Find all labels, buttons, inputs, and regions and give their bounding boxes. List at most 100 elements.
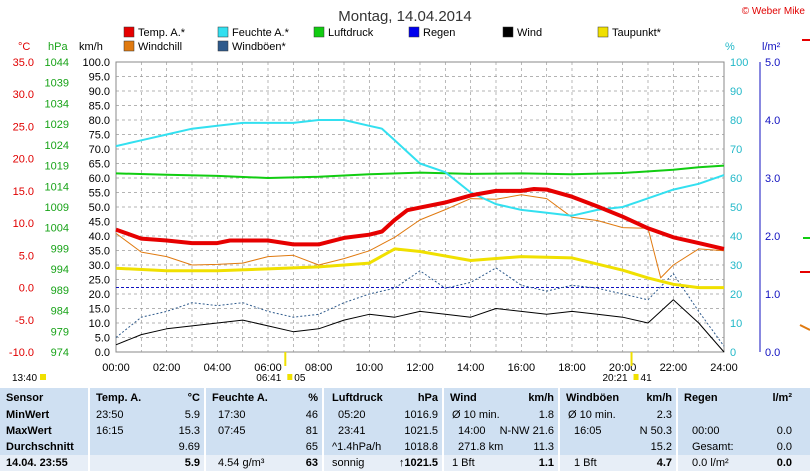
wind-avg-label: Ø 10 min. (452, 409, 500, 421)
feuchte-unit: % (308, 392, 318, 404)
kmh-tick: 75.0 (89, 130, 110, 142)
hpa-tick: 974 (51, 347, 69, 359)
series-line-feuchtea (115, 119, 725, 217)
boeen-unit: km/h (646, 392, 672, 404)
current-label: 14.04. 23:55 (6, 457, 68, 469)
feuchte-avg-value: 65 (305, 441, 318, 453)
hpa-tick: 1014 (45, 181, 69, 193)
boeen-bft: 1 Bft (574, 457, 597, 469)
boeen-mean-value: 15.2 (650, 441, 672, 453)
legend-label: Windböen* (232, 41, 287, 53)
rain-tick: 3.0 (765, 173, 780, 185)
feuchte-abs-humidity: 4.54 g/m³ (218, 457, 265, 469)
luftdruck-avg-value: 1018.8 (404, 441, 438, 453)
luftdruck-column: Luftdruck hPa 05:20 1016.9 23:41 1021.5 … (322, 388, 444, 471)
legend-label: Taupunkt* (612, 27, 662, 39)
pct-tick: 80 (730, 115, 742, 127)
temp-tick: 35.0 (13, 57, 34, 69)
luftdruck-forecast: sonnig (332, 457, 365, 469)
kmh-tick: 50.0 (89, 202, 110, 214)
hpa-tick: 1044 (45, 57, 69, 69)
pct-tick: 30 (730, 260, 742, 272)
current-row-background (0, 455, 810, 471)
min-label: MinWert (6, 409, 50, 421)
regen-max-time: 00:00 (692, 425, 720, 437)
hpa-tick: 1034 (45, 98, 69, 110)
regen-header: Regen (684, 392, 718, 404)
legend-label: Luftdruck (328, 27, 374, 39)
luftdruck-current-value: ↑1021.5 (398, 457, 438, 469)
boeen-header: Windböen (566, 392, 620, 404)
feuchte-max-value: 81 (305, 425, 318, 437)
kmh-tick: 70.0 (89, 144, 110, 156)
legend-label: Feuchte A.* (232, 27, 290, 39)
x-tick: 22:00 (660, 362, 688, 374)
kmh-tick: 80.0 (89, 115, 110, 127)
temp-tick: 15.0 (13, 186, 34, 198)
avg-label: Durchschnitt (6, 441, 74, 453)
kmh-tick: 35.0 (89, 246, 110, 258)
kmh-tick: 90.0 (89, 86, 110, 98)
copyright-note: © Weber Mike (742, 6, 806, 17)
x-tick: 18:00 (558, 362, 586, 374)
rain-tick: 0.0 (765, 347, 780, 359)
legend-swatch (217, 26, 229, 38)
kmh-tick: 25.0 (89, 275, 110, 287)
legend-label: Windchill (138, 41, 182, 53)
pct-tick: 20 (730, 289, 742, 301)
temp-min-value: 5.9 (184, 409, 200, 421)
hpa-tick: 989 (51, 285, 69, 297)
pct-tick: 70 (730, 144, 742, 156)
luftdruck-max-time: 23:41 (338, 425, 366, 437)
series-line-tempa (115, 187, 725, 251)
series-line-wind (115, 299, 725, 353)
luftdruck-min-value: 1016.9 (404, 409, 438, 421)
kmh-tick: 95.0 (89, 72, 110, 84)
x-tick: 00:00 (102, 362, 130, 374)
kmh-tick: 45.0 (89, 217, 110, 229)
luftdruck-trend: ^1.4hPa/h (332, 441, 382, 453)
rain-unit-label: l/m² (762, 41, 781, 53)
sunrise-sun-icon (287, 374, 293, 380)
wind-max-time: 14:00 (458, 425, 486, 437)
temp-current-value: 5.9 (184, 457, 200, 469)
temp-column: Temp. A. °C 23:50 5.9 16:15 15.3 9.69 5.… (88, 388, 206, 471)
x-tick: 20:00 (609, 362, 637, 374)
pct-tick: 0 (730, 347, 736, 359)
pct-tick: 60 (730, 173, 742, 185)
regen-column: Regen l/m² 00:00 0.0 Gesamt: 0.0 0.0 l/m… (676, 388, 798, 471)
pct-tick: 40 (730, 231, 742, 243)
luftdruck-min-time: 05:20 (338, 409, 366, 421)
clipped-fragment (799, 324, 810, 331)
chart-title: Montag, 14.04.2014 (338, 8, 471, 25)
temp-tick: 5.0 (19, 250, 34, 262)
regen-unit: l/m² (772, 392, 792, 404)
left-sun-icon (40, 374, 46, 380)
luftdruck-header: Luftdruck (332, 392, 383, 404)
left-time: 13:40 (12, 373, 37, 384)
feuchte-header: Feuchte A. (212, 392, 268, 404)
rain-tick: 1.0 (765, 289, 780, 301)
sunset-time: 20:21 (603, 373, 628, 384)
pct-unit-label: % (725, 41, 735, 53)
hpa-tick: 1024 (45, 140, 69, 152)
series-line-windben (115, 267, 725, 347)
sunrise-extra: 05 (294, 373, 306, 384)
hpa-tick: 979 (51, 326, 69, 338)
kmh-tick: 100.0 (82, 57, 110, 69)
weather-chart: Montag, 14.04.2014 © Weber Mike Temp. A.* W… (9, 6, 810, 384)
x-tick: 16:00 (508, 362, 536, 374)
pct-tick: 100 (730, 57, 748, 69)
temp-tick: 0.0 (19, 283, 34, 295)
x-tick: 10:00 (356, 362, 384, 374)
regen-total-value: 0.0 (776, 441, 792, 453)
temp-tick: -10.0 (9, 347, 34, 359)
x-tick: 06:00 (254, 362, 282, 374)
kmh-tick: 15.0 (89, 304, 110, 316)
wind-header: Wind (450, 392, 477, 404)
x-tick: 08:00 (305, 362, 333, 374)
hpa-unit-label: hPa (48, 41, 68, 53)
temp-avg-value: 9.69 (178, 441, 200, 453)
boeen-avg-value: 2.3 (656, 409, 672, 421)
rain-tick: 4.0 (765, 115, 780, 127)
